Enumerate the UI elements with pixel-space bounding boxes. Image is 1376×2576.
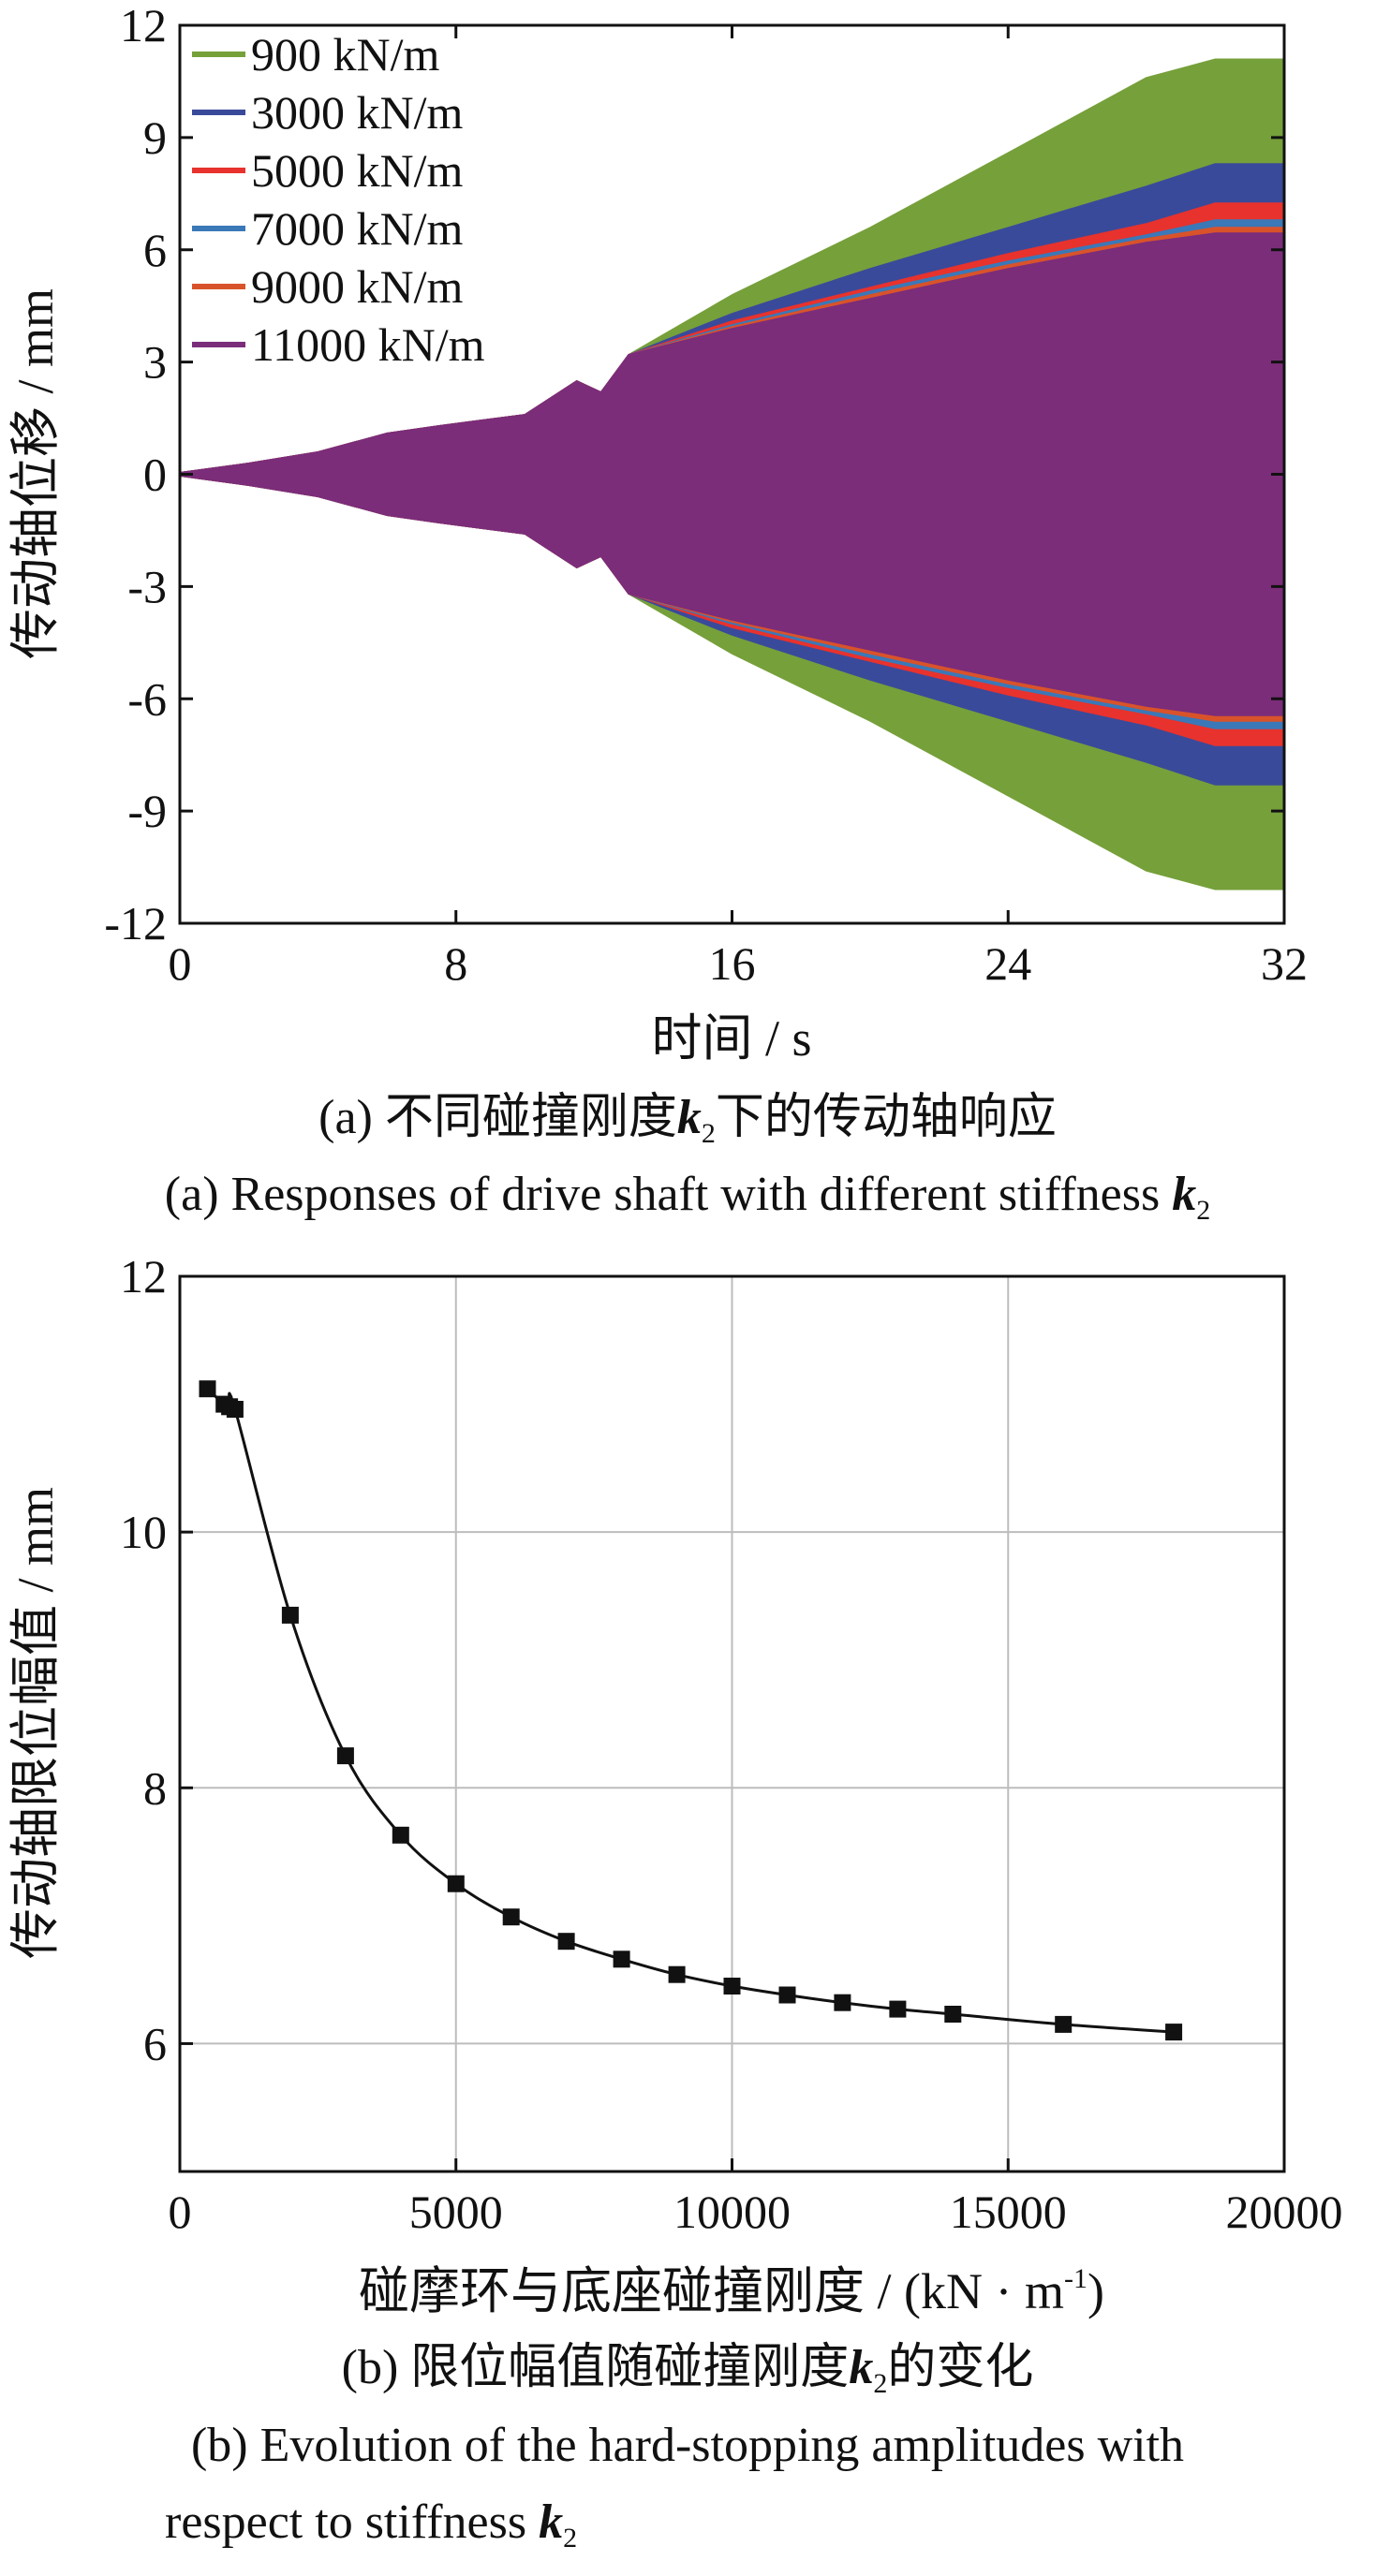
chart-a-xtick-label: 32: [1261, 937, 1308, 990]
chart-b-point-13: [723, 1978, 741, 1995]
caption-b-en-line1: (b) Evolution of the hard-stopping ampli…: [191, 2419, 1184, 2472]
chart-a-ytick-label: 12: [120, 0, 167, 52]
legend-label-4: 7000 kN/m: [251, 202, 464, 255]
chart-b-xtick-label: 5000: [409, 2186, 503, 2238]
chart-b-point-14: [778, 1986, 796, 2004]
caption-b-cn-sub: 2: [873, 2368, 887, 2399]
chart-b-point-7: [392, 1826, 409, 1844]
caption-b-en-var: k: [539, 2495, 563, 2549]
chart-a-areas: [179, 58, 1285, 891]
caption-a-cn-post: 下的传动轴响应: [716, 1091, 1057, 1144]
chart-b-xlabel-main: 碰摩环与底座碰撞刚度 / (kN · m: [359, 2263, 1064, 2319]
chart-a-ytick-label: -3: [127, 560, 167, 612]
chart-b-xtick-label: 0: [169, 2186, 192, 2238]
chart-a-ytick-label: 9: [143, 111, 167, 164]
chart-b-ytick-label: 8: [143, 1761, 167, 1814]
caption-b-cn-pre: (b) 限位幅值随碰撞刚度: [342, 2341, 850, 2394]
chart-a-xtick-label: 24: [984, 937, 1031, 990]
chart-b-point-5: [281, 1606, 299, 1624]
caption-b-en-line2: respect to stiffness k2: [165, 2495, 577, 2554]
chart-b-xlabel-sup: -1: [1064, 2263, 1087, 2294]
chart-a-ytick-label: 6: [143, 224, 167, 276]
chart-b-xlabel-end: ): [1087, 2263, 1104, 2319]
chart-b-point-10: [557, 1933, 575, 1950]
chart-a-xlabel: 时间 / s: [651, 1010, 811, 1067]
legend-label-1: 900 kN/m: [251, 28, 440, 81]
chart-a-ytick-label: -6: [127, 672, 167, 725]
chart-b-point-12: [668, 1965, 686, 1983]
caption-b-en-line2-pre: respect to stiffness: [165, 2495, 539, 2549]
caption-b-cn-post: 的变化: [887, 2341, 1033, 2394]
chart-b-ytick-label: 6: [143, 2017, 167, 2069]
chart-b-point-4: [226, 1401, 244, 1418]
caption-a-en-var: k: [1172, 1168, 1196, 1221]
caption-a-cn-var: k: [677, 1091, 702, 1144]
caption-b-en-sub: 2: [563, 2523, 577, 2554]
chart-b: 0 5000 10000 15000 20000 6 8 10 12 碰摩环与底座碰撞刚度 / …: [7, 1250, 1343, 2319]
caption-a-cn-pre: (a) 不同碰撞刚度: [318, 1091, 677, 1144]
chart-b-ytick-label: 10: [120, 1506, 167, 1558]
caption-b-cn: (b) 限位幅值随碰撞刚度k2的变化: [342, 2341, 1034, 2399]
chart-b-ytick-label: 12: [120, 1250, 167, 1303]
caption-b-cn-var: k: [849, 2341, 873, 2394]
chart-b-point-19: [1165, 2024, 1183, 2041]
chart-b-xlabel: 碰摩环与底座碰撞刚度 / (kN · m-1): [359, 2263, 1104, 2319]
legend-label-3: 5000 kN/m: [251, 144, 464, 197]
chart-b-point-1: [199, 1380, 216, 1398]
legend-label-5: 9000 kN/m: [251, 260, 464, 313]
chart-a-xtick-label: 8: [444, 937, 467, 990]
caption-a-en: (a) Responses of drive shaft with differ…: [165, 1168, 1210, 1226]
chart-a-ticks: 0 8 16 24 32 12 9 6 3 0 -3 -6 -9 -12: [104, 0, 1308, 990]
legend-label-2: 3000 kN/m: [251, 86, 464, 139]
chart-b-series: [199, 1380, 1183, 2041]
chart-b-point-16: [889, 2000, 907, 2018]
chart-a-ytick-label: 3: [143, 336, 167, 389]
chart-b-xtick-label: 10000: [673, 2186, 791, 2238]
chart-a-ytick-label: -12: [104, 897, 167, 949]
chart-b-point-9: [502, 1908, 520, 1926]
chart-b-point-6: [336, 1747, 354, 1765]
caption-a-cn: (a) 不同碰撞刚度k2下的传动轴响应: [318, 1091, 1057, 1149]
chart-b-point-11: [613, 1950, 630, 1968]
chart-b-point-8: [447, 1875, 465, 1892]
caption-a-en-pre: (a) Responses of drive shaft with differ…: [165, 1168, 1172, 1221]
chart-a-ylabel: 传动轴位移 / mm: [7, 288, 64, 659]
chart-a-xtick-label: 16: [709, 937, 756, 990]
caption-a-en-sub: 2: [1196, 1195, 1210, 1226]
chart-b-ticks: 0 5000 10000 15000 20000 6 8 10 12: [120, 1250, 1343, 2238]
chart-b-grid: [179, 1275, 1285, 2171]
chart-b-point-18: [1055, 2015, 1073, 2033]
chart-b-point-17: [944, 2006, 962, 2023]
chart-b-point-15: [834, 1994, 851, 2011]
caption-a-cn-sub: 2: [702, 1118, 716, 1149]
legend-label-6: 11000 kN/m: [251, 318, 485, 371]
chart-b-xtick-label: 15000: [950, 2186, 1067, 2238]
chart-b-xtick-label: 20000: [1226, 2186, 1343, 2238]
chart-a-xtick-label: 0: [169, 937, 192, 990]
chart-b-ylabel: 传动轴限位幅值 / mm: [7, 1487, 64, 1959]
chart-b-line-series-1: [206, 1388, 1175, 2034]
chart-a-ytick-label: -9: [127, 785, 167, 837]
chart-a-ytick-label: 0: [143, 449, 167, 501]
